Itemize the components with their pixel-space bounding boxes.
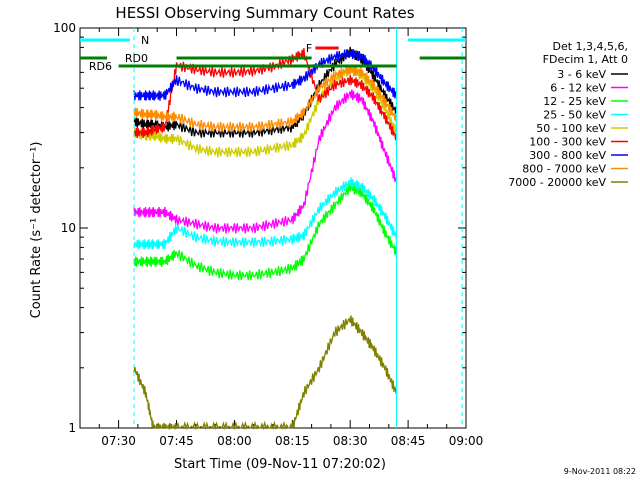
series-layer — [133, 46, 398, 431]
x-tick-labels: 07:30 07:45 08:00 08:15 08:30 08:45 09:00 — [101, 434, 483, 448]
series-line — [133, 64, 398, 133]
series-line — [133, 89, 398, 234]
y-tick-label: 10 — [61, 221, 76, 235]
legend-item-label: 6 - 12 keV — [550, 82, 606, 95]
series-line — [133, 183, 398, 281]
annotation-layer: N F RD0 RD6 — [80, 28, 466, 428]
series-line — [133, 48, 398, 141]
x-tick-label: 08:00 — [217, 434, 252, 448]
legend-item-label: 300 - 800 keV — [529, 149, 606, 162]
flag-label-rd0: RD0 — [125, 52, 148, 65]
x-tick-label: 08:45 — [391, 434, 426, 448]
legend-item-label: 3 - 6 keV — [557, 68, 606, 81]
series-line — [133, 177, 398, 250]
legend: Det 1,3,4,5,6, FDecim 1, Att 0 3 - 6 keV… — [508, 40, 628, 189]
chart-title: HESSI Observing Summary Count Rates — [115, 4, 414, 22]
y-tick-labels: 1 10 100 — [53, 21, 76, 435]
legend-header-line2: FDecim 1, Att 0 — [543, 53, 628, 66]
legend-item-label: 7000 - 20000 keV — [508, 176, 606, 189]
x-tick-label: 08:30 — [333, 434, 368, 448]
y-axis-label: Count Rate (s⁻¹ detector⁻¹) — [29, 142, 44, 319]
x-axis-label: Start Time (09-Nov-11 07:20:02) — [174, 457, 386, 472]
series-line — [133, 315, 398, 431]
x-tick-label: 09:00 — [449, 434, 484, 448]
footer-date: 9-Nov-2011 08:22 — [564, 467, 636, 476]
series-line — [133, 48, 398, 101]
legend-item-label: 50 - 100 keV — [536, 122, 606, 135]
flag-label-n: N — [141, 34, 149, 47]
flag-label-f: F — [306, 42, 312, 55]
y-tick-label: 1 — [68, 421, 76, 435]
x-tick-label: 07:45 — [159, 434, 194, 448]
axis-ticks — [79, 28, 467, 429]
x-tick-label: 07:30 — [101, 434, 136, 448]
legend-item-label: 12 - 25 keV — [543, 95, 606, 108]
flag-label-rd6: RD6 — [89, 60, 112, 73]
legend-item-label: 800 - 7000 keV — [522, 163, 606, 176]
legend-header-line1: Det 1,3,4,5,6, — [552, 40, 628, 53]
y-tick-label: 100 — [53, 21, 76, 35]
legend-item-label: 25 - 50 keV — [543, 109, 606, 122]
x-tick-label: 08:15 — [275, 434, 310, 448]
legend-item-label: 100 - 300 keV — [529, 136, 606, 149]
